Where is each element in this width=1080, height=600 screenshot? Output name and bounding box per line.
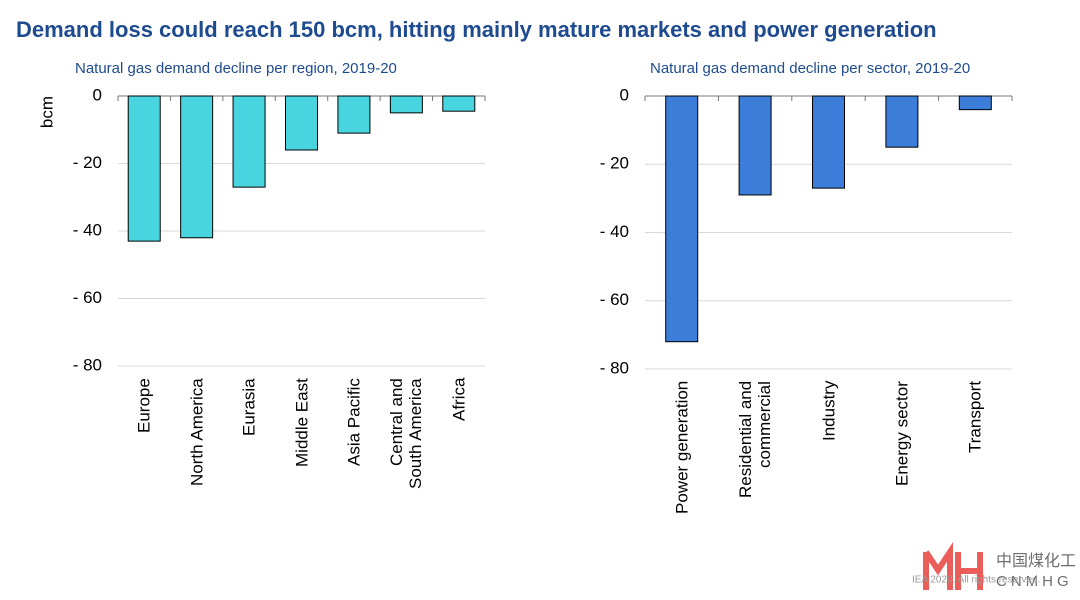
x-tick-label: Eurasia — [239, 378, 259, 436]
bar — [738, 95, 772, 196]
chart-subtitle: Natural gas demand decline per sector, 2… — [650, 60, 970, 77]
bar — [665, 95, 699, 343]
x-tick-label: Transport — [965, 381, 985, 454]
footer: IEA 2020. All rights reserved. — [912, 575, 1040, 586]
bar — [389, 95, 423, 114]
x-tick-label: Power generation — [672, 381, 692, 515]
y-tick-label: - 60 — [73, 288, 102, 307]
x-tick-label: North America — [187, 378, 207, 486]
x-tick-label: Central and South America — [387, 378, 426, 489]
x-tick-label: Residential and commercial — [736, 381, 775, 499]
y-tick-label: - 60 — [600, 290, 629, 309]
y-tick-label: - 20 — [73, 153, 102, 172]
y-axis-label: bcm — [37, 96, 56, 128]
bar — [180, 95, 214, 239]
watermark: 中国煤化工 CNMHG — [923, 542, 1076, 590]
page-title: Demand loss could reach 150 bcm, hitting… — [16, 17, 937, 42]
y-tick-label: - 80 — [73, 355, 102, 374]
y-tick-label: 0 — [93, 85, 102, 104]
watermark-en: CNMHG — [996, 573, 1073, 590]
x-tick-label: Energy sector — [892, 381, 912, 486]
bar — [337, 95, 371, 134]
bar — [885, 95, 919, 148]
watermark-logo — [923, 542, 983, 590]
bar — [285, 95, 318, 151]
x-tick-label: Industry — [819, 381, 838, 442]
y-tick-label: - 40 — [73, 220, 102, 239]
x-tick-label: Middle East — [292, 378, 311, 467]
bar — [812, 95, 845, 189]
bar — [442, 95, 476, 112]
bar — [127, 95, 161, 242]
y-tick-label: - 80 — [600, 358, 629, 377]
bar — [232, 95, 266, 188]
watermark-cn: 中国煤化工 — [996, 552, 1076, 570]
x-tick-label: Asia Pacific — [344, 378, 364, 466]
bar — [958, 95, 992, 111]
chart-subtitle: Natural gas demand decline per region, 2… — [75, 60, 397, 77]
y-tick-label: - 20 — [600, 154, 629, 173]
y-tick-label: - 40 — [600, 222, 629, 241]
x-tick-label: Africa — [449, 378, 469, 422]
y-tick-label: 0 — [620, 85, 629, 104]
x-tick-label: Europe — [134, 378, 154, 433]
